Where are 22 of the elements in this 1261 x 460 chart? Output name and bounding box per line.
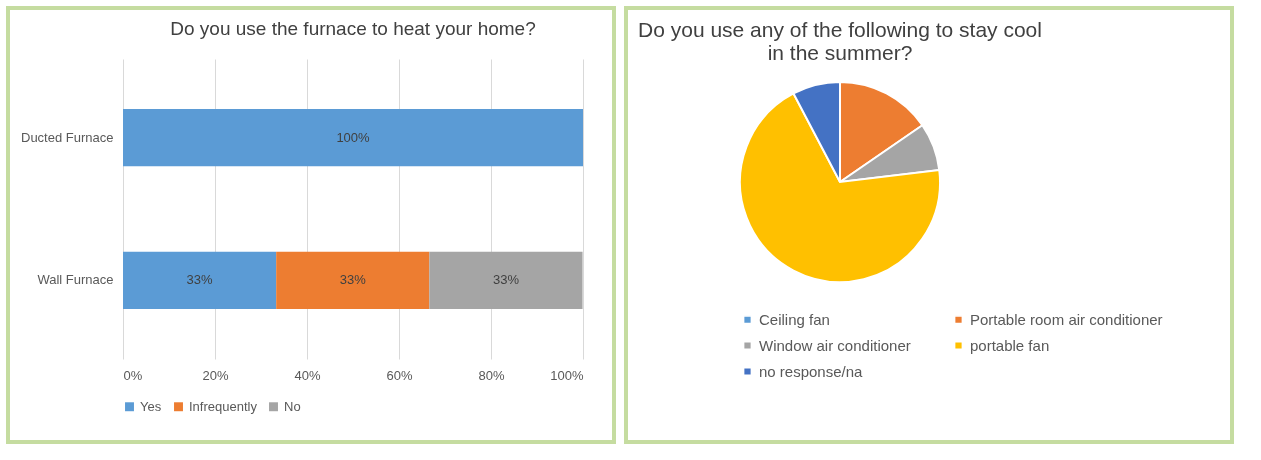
x-tick-label: 20% (202, 367, 229, 383)
legend-label: no response/na (759, 362, 864, 380)
data-label: 33% (186, 272, 214, 288)
data-label: 33% (492, 272, 520, 288)
y-tick-label: Ducted Furnace (21, 129, 114, 145)
x-tick-label: 0% (123, 367, 143, 383)
x-tick-label: 80% (478, 367, 505, 383)
legend-label: Window air conditioner (759, 336, 911, 354)
legend-label: portable fan (970, 336, 1050, 354)
x-tick-label: 100% (550, 367, 584, 383)
chart-title: Do you use the furnace to heat your home? (170, 18, 536, 39)
legend-label: Infrequently (189, 398, 258, 414)
y-tick-label: Wall Furnace (37, 272, 114, 288)
legend-label: No (284, 398, 301, 414)
legend-label: Yes (140, 398, 162, 414)
data-label: 100% (336, 129, 371, 145)
legend-label: Ceiling fan (759, 310, 830, 328)
x-tick-label: 60% (386, 367, 413, 383)
data-label: 33% (339, 272, 367, 288)
legend-label: Portable room air conditioner (970, 310, 1163, 328)
chart-title: Do you use any of the following to stay cool in the summer? (638, 18, 1042, 64)
x-tick-label: 40% (294, 367, 321, 383)
